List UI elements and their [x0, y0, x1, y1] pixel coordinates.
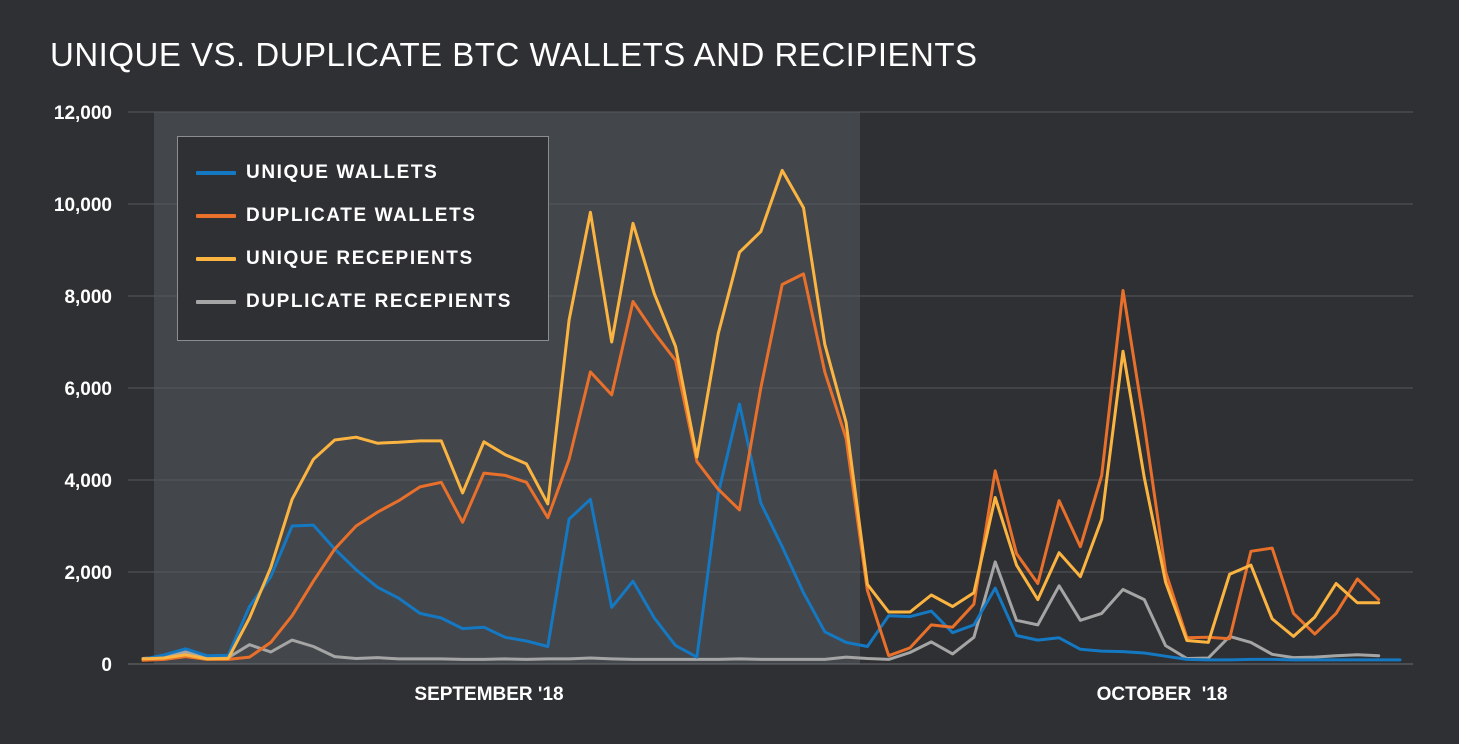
legend-label-unique-wallets: UNIQUE WALLETS — [246, 162, 439, 183]
y-tick-label: 10,000 — [54, 195, 112, 216]
legend-item-unique-wallets: UNIQUE WALLETS — [196, 161, 438, 185]
y-tick-label: 2,000 — [64, 563, 112, 584]
series-line-unique-wallets — [141, 402, 1402, 662]
x-category-label: OCTOBER '18 — [1097, 684, 1228, 705]
y-tick-label: 0 — [101, 655, 112, 676]
series-line-duplicate-recepients — [141, 560, 1381, 661]
y-axis-tick-labels: 0 2,000 4,000 6,000 8,000 10,000 12,000 — [54, 103, 112, 676]
legend-swatch-duplicate-wallets — [196, 214, 236, 218]
y-tick-label: 4,000 — [64, 471, 112, 492]
x-axis-category-labels: SEPTEMBER '18 OCTOBER '18 — [414, 684, 1227, 705]
series-line-unique-recepients — [141, 168, 1381, 661]
legend: UNIQUE WALLETS DUPLICATE WALLETS UNIQUE … — [177, 136, 549, 341]
y-tick-label: 6,000 — [64, 379, 112, 400]
series-lines — [141, 168, 1402, 662]
legend-item-unique-recepients: UNIQUE RECEPIENTS — [196, 247, 474, 271]
series-line-duplicate-wallets — [141, 272, 1381, 662]
chart-title: UNIQUE VS. DUPLICATE BTC WALLETS AND REC… — [50, 36, 978, 73]
legend-label-duplicate-wallets: DUPLICATE WALLETS — [246, 205, 477, 226]
legend-item-duplicate-wallets: DUPLICATE WALLETS — [196, 204, 477, 228]
y-tick-label: 8,000 — [64, 287, 112, 308]
x-category-label: SEPTEMBER '18 — [414, 684, 563, 705]
legend-swatch-duplicate-recepients — [196, 300, 236, 304]
legend-swatch-unique-wallets — [196, 171, 236, 175]
legend-item-duplicate-recepients: DUPLICATE RECEPIENTS — [196, 290, 512, 314]
legend-label-duplicate-recepients: DUPLICATE RECEPIENTS — [246, 291, 513, 312]
legend-swatch-unique-recepients — [196, 257, 236, 261]
y-tick-label: 12,000 — [54, 103, 112, 124]
legend-label-unique-recepients: UNIQUE RECEPIENTS — [246, 248, 474, 269]
